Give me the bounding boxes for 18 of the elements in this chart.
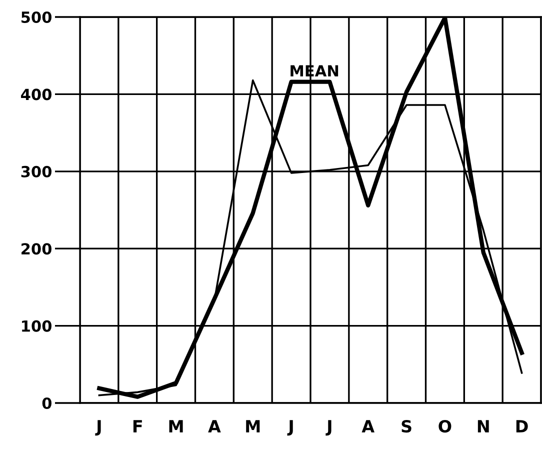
- x-tick-label: J: [287, 420, 293, 436]
- x-tick-label: J: [326, 420, 332, 436]
- x-tick-label: M: [169, 420, 183, 432]
- y-tick-label: 0: [42, 397, 52, 410]
- y-tick-label: 500: [22, 11, 52, 24]
- y-tick-label: 100: [22, 320, 52, 332]
- x-tick-label: A: [362, 420, 374, 432]
- x-tick-label: F: [133, 420, 142, 432]
- x-tick-label: J: [95, 420, 101, 436]
- x-tick-label: M: [246, 420, 260, 432]
- y-tick-label: 400: [21, 88, 52, 100]
- y-tick-label: 300: [21, 166, 52, 178]
- x-tick-label: N: [478, 420, 489, 432]
- y-tick-label: 200: [22, 243, 52, 255]
- x-tick-label: A: [208, 420, 221, 432]
- x-tick-label: D: [516, 420, 528, 432]
- x-tick-label: O: [438, 420, 452, 433]
- x-tick-label: S: [402, 420, 412, 433]
